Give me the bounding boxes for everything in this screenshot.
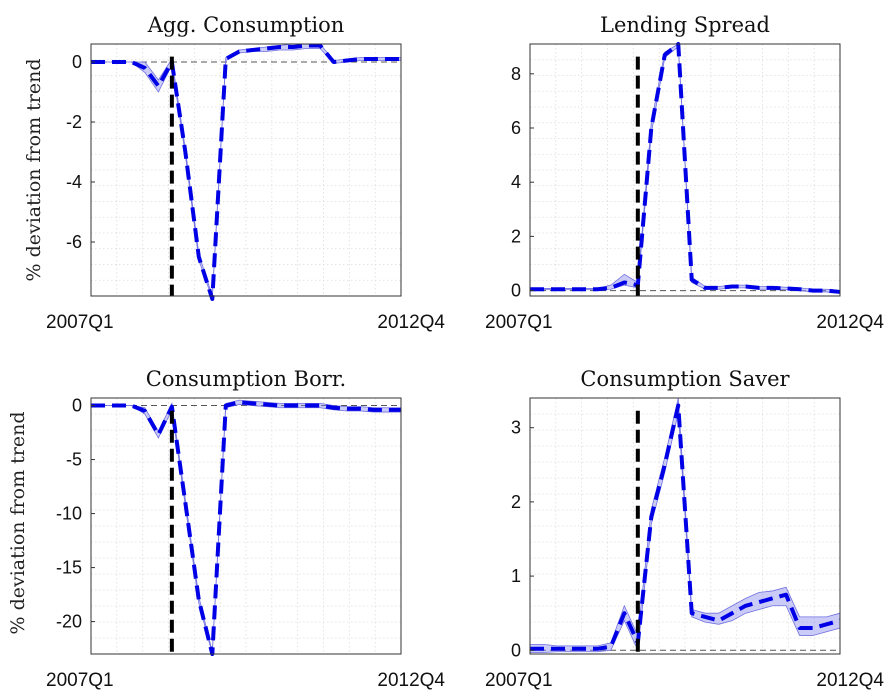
series-line (91, 400, 401, 656)
y-tick-label: 2 (511, 492, 521, 512)
y-tick-label: 3 (511, 418, 521, 438)
chart-title: Consumption Borr. (146, 367, 346, 391)
y-tick-label: -5 (66, 450, 82, 470)
panel-lending-spread: 0 2 4 6 8 2007Q1 2012Q4 Lending Spread (485, 13, 884, 333)
x-tick-label-end: 2012Q4 (377, 670, 445, 691)
x-tick-label-end: 2012Q4 (377, 312, 445, 333)
y-tick-label: -6 (66, 232, 82, 252)
chart-title: Consumption Saver (580, 367, 790, 391)
y-tick-label: 8 (511, 64, 521, 84)
chart-title: Agg. Consumption (147, 13, 345, 37)
series-line (91, 43, 401, 301)
y-tick-label: 4 (511, 172, 521, 192)
panel-consumption-borr: 0 -5 -10 -15 -20 2007Q1 2012Q4 Consumption Borr… (46, 367, 445, 691)
plot-frame (90, 43, 402, 297)
panel-consumption-saver: 0 1 2 3 2007Q1 2012Q4 Consumption Saver (485, 367, 884, 691)
y-tick-label: -20 (56, 612, 82, 632)
chart-title: Lending Spread (600, 13, 770, 37)
y-tick-label: -2 (66, 112, 82, 132)
x-tick-label-end: 2012Q4 (816, 670, 884, 691)
y-tick-label: -10 (56, 504, 82, 524)
plot-frame (90, 397, 402, 655)
y-tick-label: 1 (511, 566, 521, 586)
y-tick-label: 0 (72, 396, 82, 416)
x-tick-label-start: 2007Q1 (485, 670, 553, 691)
y-tick-label: 0 (511, 640, 521, 660)
plot-area (91, 44, 401, 296)
y-tick-label: 2 (511, 226, 521, 246)
x-tick-label-end: 2012Q4 (816, 312, 884, 333)
y-axis-label-top: % deviation from trend (23, 58, 45, 281)
series-line (530, 403, 841, 651)
y-tick-label: 0 (72, 52, 82, 72)
y-tick-label: 6 (511, 118, 521, 138)
y-axis-label-bottom: % deviation from trend (7, 411, 29, 634)
x-tick-label-start: 2007Q1 (485, 312, 553, 333)
x-tick-label-start: 2007Q1 (46, 670, 114, 691)
series-line (530, 42, 841, 294)
plot-frame (529, 397, 841, 655)
x-tick-label-start: 2007Q1 (46, 312, 114, 333)
panel-agg-consumption: 0 -2 -4 -6 2007Q1 2012Q4 Agg. Consumption (46, 13, 445, 333)
y-tick-label: -4 (66, 172, 82, 192)
y-tick-label: -15 (56, 558, 82, 578)
plot-frame (529, 43, 841, 297)
y-tick-label: 0 (511, 281, 521, 301)
